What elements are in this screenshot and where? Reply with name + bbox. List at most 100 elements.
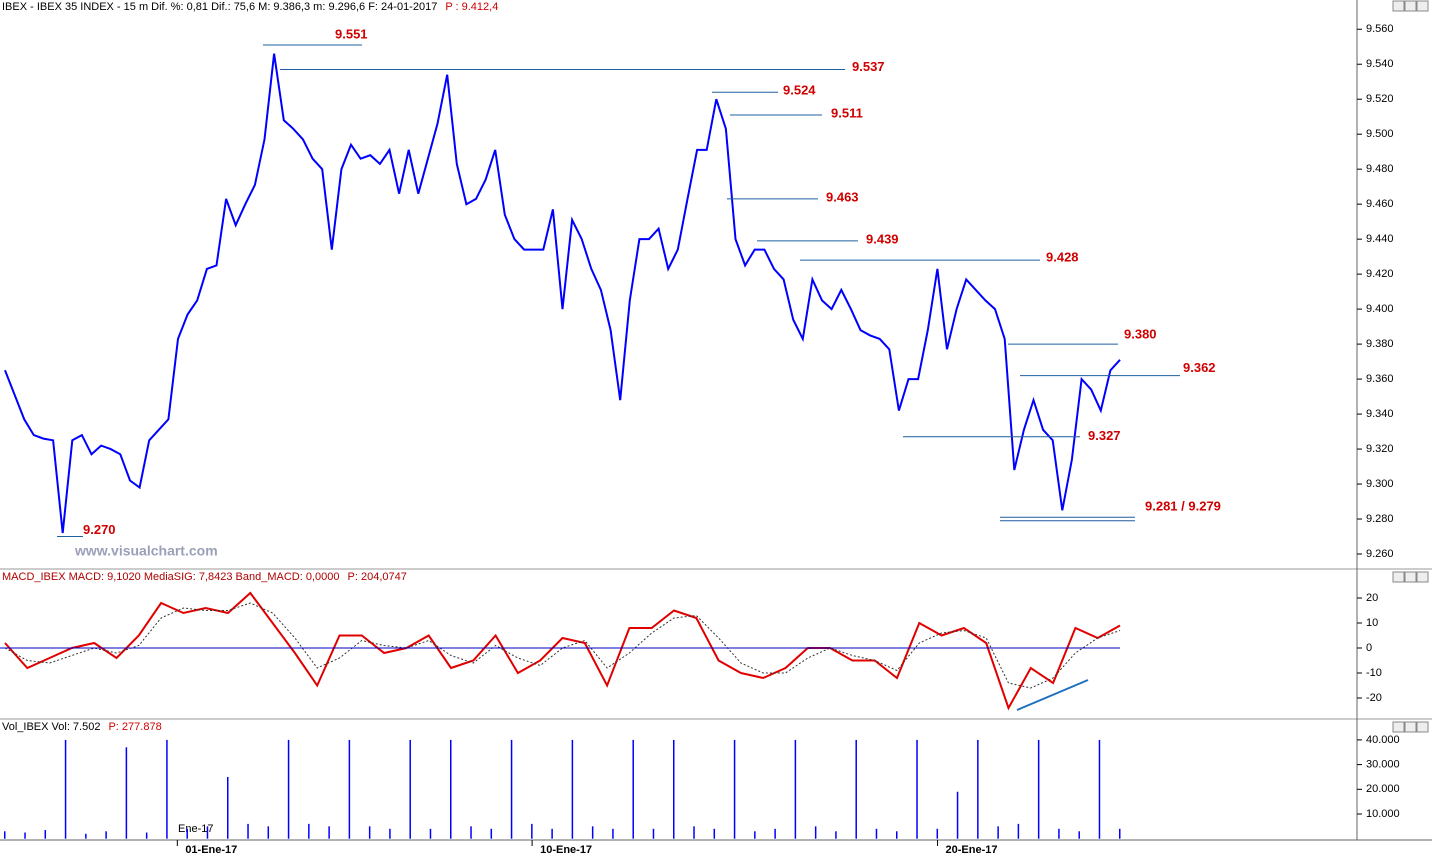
- level-label: 9.537: [852, 59, 885, 74]
- volume-bar: [206, 826, 209, 839]
- volume-bar: [24, 832, 26, 839]
- y-tick-label: 9.520: [1366, 93, 1394, 105]
- close-button[interactable]: [1416, 0, 1429, 12]
- volume-bar: [794, 739, 797, 839]
- macd-line: [4, 591, 1121, 711]
- volume-bar: [916, 739, 918, 839]
- y-tick-label: 9.260: [1366, 548, 1394, 560]
- volume-bar: [713, 828, 716, 839]
- volume-bar: [673, 739, 675, 839]
- maximize-button[interactable]: [1404, 571, 1417, 583]
- volume-bar: [348, 739, 351, 839]
- y-tick-label: 9.280: [1366, 513, 1394, 525]
- price-header: IBEX - IBEX 35 INDEX - 15 m Dif. %: 0,81…: [2, 1, 437, 13]
- volume-bar: [977, 739, 979, 839]
- volume-bar: [1058, 828, 1060, 839]
- volume-bar: [368, 826, 371, 839]
- y-tick-label: 9.360: [1366, 373, 1394, 385]
- volume-bar: [166, 739, 168, 839]
- volume-bar: [814, 826, 817, 839]
- level-label: 9.463: [826, 189, 859, 204]
- volume-bar: [145, 832, 148, 839]
- price-header-value: P : 9.412,4: [445, 1, 498, 13]
- y-tick-label: -10: [1366, 667, 1382, 679]
- level-label: 9.380: [1124, 327, 1157, 342]
- y-tick-label: 9.420: [1366, 268, 1394, 280]
- volume-bar: [328, 826, 330, 839]
- level-label: 9.511: [831, 105, 863, 120]
- volume-bar: [754, 831, 756, 839]
- y-tick-label: 30.000: [1366, 759, 1400, 771]
- trend-line: [1016, 679, 1089, 711]
- y-tick-label: 9.340: [1366, 408, 1394, 420]
- y-tick-label: 9.440: [1366, 233, 1394, 245]
- volume-bar: [1078, 831, 1080, 839]
- volume-bar: [287, 739, 290, 839]
- volume-bar: [733, 739, 736, 839]
- x-tick-label: 01-Ene-17: [185, 844, 237, 856]
- maximize-button[interactable]: [1404, 0, 1417, 12]
- y-tick-label: 10: [1366, 617, 1378, 629]
- y-tick-label: 9.380: [1366, 338, 1394, 350]
- level-label: 9.270: [83, 522, 116, 537]
- volume-bar: [652, 828, 655, 839]
- level-label: 9.281 / 9.279: [1145, 499, 1221, 514]
- volume-bar: [936, 828, 939, 839]
- volume-bar: [450, 739, 452, 839]
- y-tick-label: 20.000: [1366, 783, 1400, 795]
- volume-bar: [855, 739, 857, 839]
- y-tick-label: 9.400: [1366, 303, 1394, 315]
- close-button[interactable]: [1416, 571, 1429, 583]
- volume-bar: [551, 828, 553, 839]
- volume-bar: [693, 826, 695, 839]
- volume-bar: [875, 828, 878, 839]
- y-tick-label: -20: [1366, 692, 1382, 704]
- volume-bar: [64, 739, 67, 839]
- minimize-button[interactable]: [1392, 721, 1405, 733]
- volume-bar: [896, 831, 898, 839]
- y-tick-label: 20: [1366, 592, 1378, 604]
- minimize-button[interactable]: [1392, 571, 1405, 583]
- x-tick-label: 20-Ene-17: [946, 844, 998, 856]
- volume-bar: [4, 831, 6, 839]
- level-label: 9.524: [783, 83, 816, 98]
- volume-header-value: P: 277.878: [108, 721, 161, 733]
- y-tick-label: 9.480: [1366, 163, 1394, 175]
- y-tick-label: 9.560: [1366, 23, 1394, 35]
- volume-bar: [409, 739, 411, 839]
- volume-bar: [490, 828, 493, 839]
- volume-bar: [125, 747, 128, 839]
- volume-bar: [389, 828, 391, 839]
- volume-bar: [470, 826, 472, 839]
- y-tick-label: 9.460: [1366, 198, 1394, 210]
- y-tick-label: 9.300: [1366, 478, 1394, 490]
- x-tick-label: 10-Ene-17: [540, 844, 592, 856]
- maximize-button[interactable]: [1404, 721, 1417, 733]
- volume-bar: [267, 826, 270, 839]
- watermark: www.visualchart.com: [74, 543, 218, 559]
- volume-bar: [774, 828, 776, 839]
- level-label: 9.439: [866, 231, 899, 246]
- volume-header: Vol_IBEX Vol: 7.502: [2, 721, 100, 733]
- volume-bar: [591, 826, 594, 839]
- volume-bar: [571, 739, 574, 839]
- volume-bar: [105, 831, 107, 839]
- volume-bar: [531, 823, 533, 839]
- volume-bar: [1098, 739, 1101, 839]
- volume-bar: [510, 739, 513, 839]
- level-label: 9.327: [1088, 428, 1121, 443]
- volume-bar: [85, 833, 87, 839]
- volume-bar: [1119, 828, 1121, 839]
- y-tick-label: 40.000: [1366, 734, 1400, 746]
- y-tick-label: 0: [1366, 642, 1372, 654]
- minimize-button[interactable]: [1392, 0, 1405, 12]
- window-buttons[interactable]: [1392, 0, 1429, 733]
- volume-bar: [612, 828, 614, 839]
- macd-header: MACD_IBEX MACD: 9,1020 MediaSIG: 7,8423 …: [2, 571, 340, 583]
- volume-bar: [429, 828, 432, 839]
- level-label: 9.551: [335, 26, 368, 41]
- close-button[interactable]: [1416, 721, 1429, 733]
